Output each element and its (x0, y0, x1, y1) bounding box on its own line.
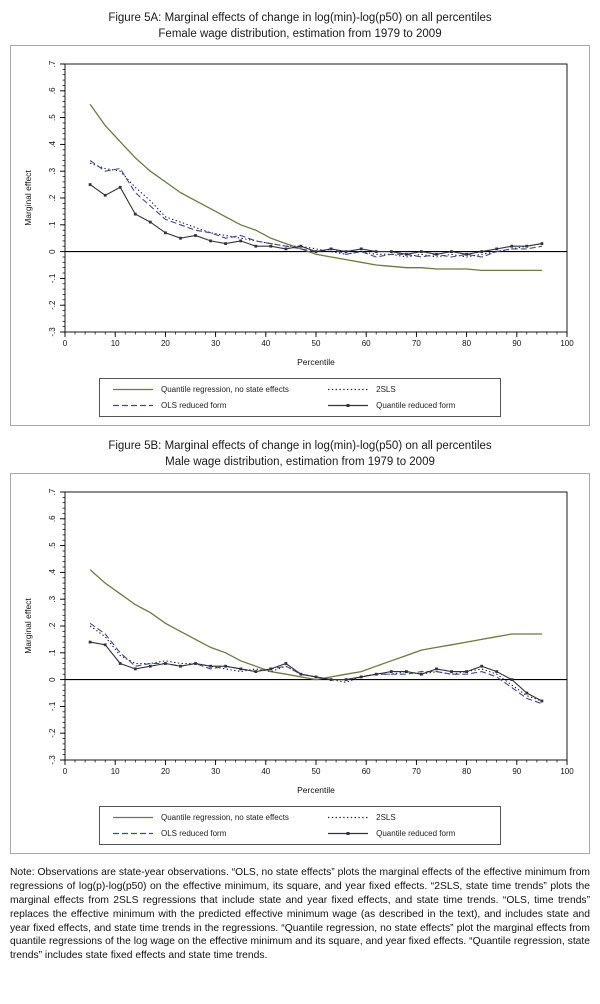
legend-label: OLS reduced form (161, 829, 227, 839)
legend-line-sample-icon (113, 833, 153, 835)
legend-item: OLS reduced form (112, 829, 321, 838)
svg-text:.3: .3 (48, 596, 57, 603)
svg-text:0: 0 (63, 339, 68, 348)
svg-text:100: 100 (560, 339, 574, 348)
figure-5a-title: Figure 5A: Marginal effects of change in… (8, 10, 592, 42)
figure-5a-title-line1: Figure 5A: Marginal effects of change in… (108, 12, 492, 24)
svg-text:30: 30 (211, 339, 220, 348)
legend-line-sample-icon (113, 817, 153, 819)
svg-text:0: 0 (48, 249, 57, 254)
svg-text:-.2: -.2 (48, 300, 57, 310)
svg-text:Marginal effect: Marginal effect (23, 598, 33, 654)
legend-line-sample-icon (328, 404, 369, 408)
legend-item: Quantile regression, no state effects (112, 813, 321, 822)
legend-label: Quantile regression, no state effects (161, 385, 289, 395)
svg-text:50: 50 (312, 767, 321, 776)
legend-item: OLS reduced form (112, 401, 321, 410)
legend-label: Quantile regression, no state effects (161, 813, 289, 823)
svg-text:80: 80 (462, 767, 471, 776)
svg-text:20: 20 (161, 339, 170, 348)
svg-text:.2: .2 (48, 194, 57, 201)
svg-text:10: 10 (111, 767, 120, 776)
legend-label: Quantile reduced form (376, 829, 456, 839)
svg-text:.5: .5 (48, 114, 57, 121)
svg-text:.7: .7 (48, 488, 57, 495)
svg-text:-.2: -.2 (48, 728, 57, 738)
figure-5b-title-line1: Figure 5B: Marginal effects of change in… (108, 440, 492, 453)
svg-text:.7: .7 (48, 60, 57, 67)
legend-item: Quantile regression, no state effects (112, 385, 321, 394)
legend-sample (112, 385, 154, 394)
figure-5b-title: Figure 5B: Marginal effects of change in… (8, 438, 592, 470)
legend-line-sample-icon (328, 832, 369, 836)
svg-text:.4: .4 (48, 141, 57, 148)
legend-figure-5b: Quantile regression, no state effects 2SL… (99, 806, 501, 846)
legend-item: Quantile reduced form (327, 829, 488, 838)
legend-sample (327, 813, 369, 822)
svg-text:Marginal effect: Marginal effect (23, 170, 33, 226)
chart-figure-5a: 0 10 20 30 40 50 60 70 80 90 100 .7 .6 .5 .4 .3 .2 .1 0 -.1… (23, 60, 574, 367)
note-text: Note: Observations are state-year observ… (10, 867, 590, 962)
svg-text:Percentile: Percentile (297, 785, 335, 795)
svg-text:.5: .5 (48, 542, 57, 549)
legend-sample (112, 401, 154, 410)
legend-line-sample-icon (328, 389, 369, 391)
svg-text:80: 80 (462, 339, 471, 348)
legend-sample (112, 829, 154, 838)
svg-text:.1: .1 (48, 221, 57, 228)
legend-label: 2SLS (376, 385, 396, 395)
legend-label: 2SLS (376, 813, 396, 823)
legend-line-sample-icon (113, 389, 153, 391)
svg-text:.1: .1 (48, 649, 57, 656)
figure-5b-title-line2: Male wage distribution, estimation from … (165, 456, 435, 469)
figure-5a-frame: 0 10 20 30 40 50 60 70 80 90 100 .7 .6 .5 .4 .3 .2 .1 0 -.1… (10, 45, 590, 427)
chart-figure-5b: 0 10 20 30 40 50 60 70 80 90 100 .7 .6 .5 .4 .3 .2 .1 0 -.1… (23, 488, 574, 795)
svg-text:70: 70 (412, 339, 421, 348)
svg-text:0: 0 (48, 677, 57, 682)
figure-5b-frame: 0 10 20 30 40 50 60 70 80 90 100 .7 .6 .5 .4 .3 .2 .1 0 -.1… (10, 473, 590, 855)
svg-text:-.1: -.1 (48, 702, 57, 712)
svg-text:40: 40 (261, 339, 270, 348)
svg-text:.6: .6 (48, 515, 57, 522)
legend-figure-5a: Quantile regression, no state effects 2SL… (99, 378, 501, 418)
legend-sample (327, 829, 369, 838)
svg-text:Percentile: Percentile (297, 357, 335, 367)
legend-label: OLS reduced form (161, 401, 227, 411)
svg-text:50: 50 (312, 339, 321, 348)
svg-text:-.3: -.3 (48, 755, 57, 765)
svg-text:60: 60 (362, 339, 371, 348)
legend-line-sample-icon (328, 817, 369, 819)
legend-label: Quantile reduced form (376, 401, 456, 411)
svg-text:.6: .6 (48, 87, 57, 94)
legend-item: 2SLS (327, 813, 488, 822)
legend-sample (327, 401, 369, 410)
legend-sample (112, 813, 154, 822)
svg-text:90: 90 (512, 767, 521, 776)
legend-sample (327, 385, 369, 394)
svg-text:20: 20 (161, 767, 170, 776)
svg-text:40: 40 (261, 767, 270, 776)
legend-item: 2SLS (327, 385, 488, 394)
svg-text:10: 10 (111, 339, 120, 348)
svg-text:-.3: -.3 (48, 327, 57, 337)
svg-text:.2: .2 (48, 622, 57, 629)
svg-text:60: 60 (362, 767, 371, 776)
svg-text:100: 100 (560, 767, 574, 776)
svg-text:90: 90 (512, 339, 521, 348)
svg-text:30: 30 (211, 767, 220, 776)
svg-text:0: 0 (63, 767, 68, 776)
svg-text:.4: .4 (48, 569, 57, 576)
legend-line-sample-icon (113, 405, 153, 407)
svg-text:70: 70 (412, 767, 421, 776)
svg-text:-.1: -.1 (48, 273, 57, 283)
svg-text:.3: .3 (48, 168, 57, 175)
legend-item: Quantile reduced form (327, 401, 488, 410)
figure-5a-title-line2: Female wage distribution, estimation fro… (158, 28, 442, 41)
